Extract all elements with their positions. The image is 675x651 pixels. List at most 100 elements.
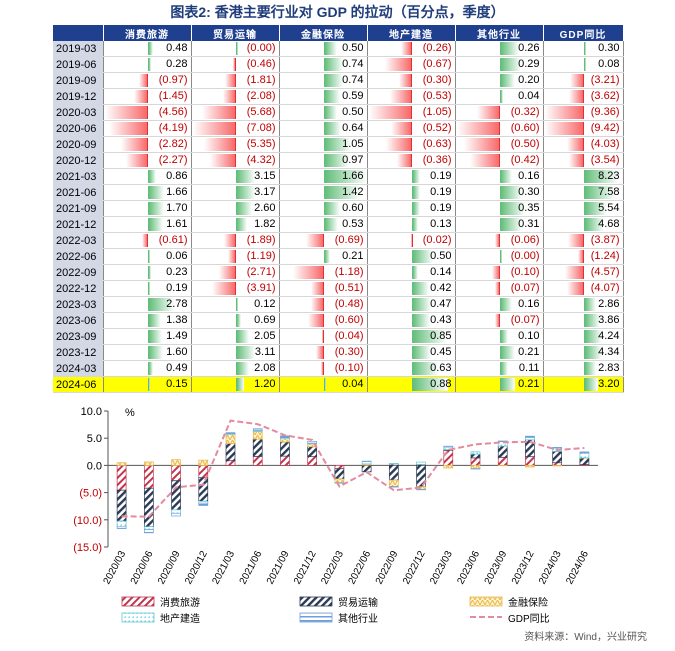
value-cell: (0.69) — [279, 232, 368, 249]
databar — [193, 122, 237, 135]
cell-value: 0.04 — [518, 90, 540, 102]
value-cell: (3.21) — [543, 72, 624, 89]
y-tick-label: 5.0 — [87, 433, 102, 445]
table-row: 2022-12 0.19 (3.91) (0.51) 0.42 (0.07) (4.07) — [53, 280, 624, 297]
value-cell: 0.35 — [455, 200, 544, 217]
header-col-4: 其他行业 — [455, 25, 544, 41]
databar — [147, 362, 154, 375]
cell-value: (0.48) — [334, 298, 364, 310]
period-cell: 2024-06 — [53, 376, 104, 393]
cell-value: 1.82 — [254, 218, 276, 230]
cell-value: (0.00) — [510, 250, 540, 262]
cell-value: (0.00) — [246, 42, 276, 54]
databar — [567, 138, 585, 151]
table-row: 2019-09 (0.97) (1.81) 0.74 (0.30) 0.20 (3.21) — [53, 72, 624, 89]
databar — [476, 106, 501, 119]
value-cell: (2.82) — [103, 136, 192, 153]
value-cell: (0.63) — [367, 136, 456, 153]
bar-贸易运输 — [116, 489, 127, 522]
period-cell: 2019-06 — [53, 56, 104, 73]
bar-其他行业 — [252, 428, 263, 431]
period-cell: 2022-06 — [53, 248, 104, 265]
cell-value: 1.42 — [342, 186, 364, 198]
legend-swatch-地产建造 — [121, 612, 155, 623]
databar — [105, 106, 149, 119]
table-row: 2020-06 (4.19) (7.08) 0.64 (0.52) (0.60) (9.42… — [53, 120, 624, 137]
bar-其他行业 — [497, 440, 508, 442]
cell-value: 0.11 — [518, 362, 540, 374]
cell-value: 0.23 — [166, 266, 188, 278]
bar-其他行业 — [171, 512, 181, 517]
value-cell: 0.19 — [367, 200, 456, 217]
databar — [583, 218, 604, 231]
cell-value: 3.20 — [598, 378, 620, 390]
header-col-0: 消费旅游 — [103, 25, 192, 41]
databar — [499, 250, 502, 263]
cell-value: 0.69 — [254, 314, 276, 326]
databar — [322, 330, 325, 343]
x-tick-label: 2020/06 — [129, 549, 156, 586]
cell-value: (9.42) — [590, 122, 620, 134]
source-note: 资料来源：Wind，兴业研究 — [524, 632, 647, 643]
table-row: 2021-09 1.70 2.60 0.60 0.19 0.35 5.54 — [53, 200, 624, 217]
value-cell: 0.04 — [455, 88, 544, 105]
value-cell: (2.71) — [191, 264, 280, 281]
cell-value: 2.86 — [598, 298, 620, 310]
cell-value: (1.45) — [158, 90, 188, 102]
cell-value: (0.06) — [510, 234, 540, 246]
value-cell: (4.56) — [103, 104, 192, 121]
value-cell: (1.89) — [191, 232, 280, 249]
databar — [147, 346, 164, 359]
cell-value: 0.53 — [342, 218, 364, 230]
bar-消费旅游 — [334, 465, 345, 470]
databar — [147, 186, 164, 199]
cell-value: (3.21) — [590, 74, 620, 86]
cell-value: 0.19 — [166, 282, 188, 294]
cell-value: (0.32) — [510, 106, 540, 118]
value-cell: 0.11 — [455, 360, 544, 377]
value-cell: 1.05 — [279, 136, 368, 153]
cell-value: (0.97) — [158, 74, 188, 86]
bar-地产建造 — [198, 500, 209, 504]
bar-消费旅游 — [252, 456, 263, 466]
y-tick-label: (10.0) — [73, 515, 102, 527]
cell-value: 1.66 — [342, 170, 364, 182]
databar — [203, 138, 237, 151]
value-cell: (0.67) — [367, 56, 456, 73]
value-cell: 0.85 — [367, 328, 456, 345]
value-cell: (0.52) — [367, 120, 456, 137]
value-cell: 1.66 — [279, 168, 368, 185]
databar — [235, 346, 256, 359]
cell-value: 0.50 — [430, 250, 452, 262]
databar — [147, 42, 153, 55]
databar — [235, 202, 252, 215]
bar-消费旅游 — [143, 465, 154, 489]
databar — [411, 266, 419, 279]
databar — [401, 42, 413, 55]
value-cell: (1.05) — [367, 104, 456, 121]
databar — [583, 314, 601, 327]
value-cell: 1.42 — [279, 184, 368, 201]
bar-其他行业 — [579, 451, 590, 454]
databar — [235, 378, 244, 391]
value-cell: (1.24) — [543, 248, 624, 265]
databar — [411, 218, 418, 231]
table-row: 2023-03 2.78 0.12 (0.48) 0.47 0.16 2.86 — [53, 296, 624, 313]
cell-value: 0.48 — [166, 42, 188, 54]
cell-value: 0.50 — [342, 42, 364, 54]
databar — [147, 378, 150, 391]
value-cell: 0.49 — [103, 360, 192, 377]
databar — [583, 346, 603, 359]
x-tick-label: 2021/06 — [238, 549, 265, 586]
databar — [411, 170, 421, 183]
x-tick-label: 2020/09 — [156, 549, 183, 586]
bar-金融保险 — [443, 465, 454, 469]
value-cell: (0.30) — [367, 72, 456, 89]
cell-value: 0.45 — [430, 346, 452, 358]
bar-消费旅游 — [552, 462, 563, 466]
table-row: 2022-03 (0.61) (1.89) (0.69) (0.02) (0.06) (3.… — [53, 232, 624, 249]
value-cell: 5.54 — [543, 200, 624, 217]
x-tick-label: 2020/03 — [102, 549, 129, 586]
value-cell: 0.45 — [367, 344, 456, 361]
gdp-line — [121, 419, 585, 518]
